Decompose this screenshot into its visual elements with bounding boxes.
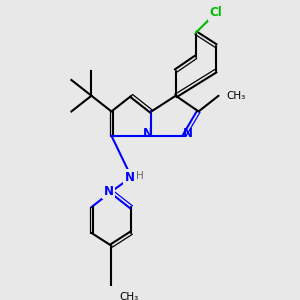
Text: N: N bbox=[103, 185, 114, 198]
Text: CH₃: CH₃ bbox=[119, 292, 138, 300]
Text: N: N bbox=[183, 127, 193, 140]
Text: N: N bbox=[142, 127, 153, 140]
Text: Cl: Cl bbox=[209, 6, 222, 20]
Text: H: H bbox=[136, 171, 144, 181]
Text: N: N bbox=[124, 171, 134, 184]
Text: CH₃: CH₃ bbox=[226, 91, 245, 101]
